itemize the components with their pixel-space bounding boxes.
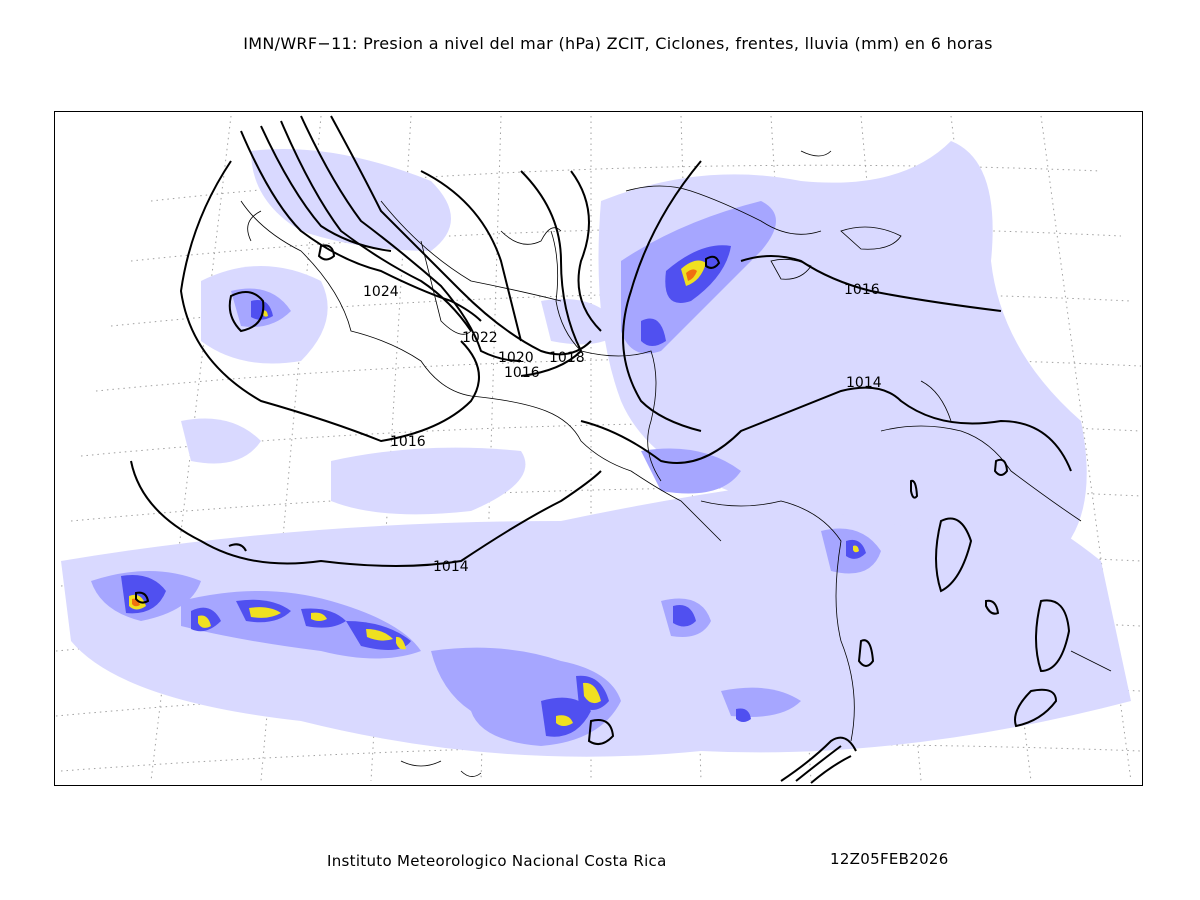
isobar-low-1 xyxy=(935,517,973,593)
isobar-label-1014-east: 1014 xyxy=(846,375,882,391)
map-canvas: 1024 1022 1020 1018 1016 1016 1016 1014 … xyxy=(55,115,1142,784)
isobar-low-10 xyxy=(857,639,875,667)
isobar-1016-a xyxy=(570,170,602,332)
map-title: IMN/WRF−11: Presion a nivel del mar (hPa… xyxy=(243,34,993,53)
rain-light-areas xyxy=(61,141,1131,757)
isobar-1014-small xyxy=(228,543,247,552)
isobar-1024 xyxy=(240,130,482,322)
isobar-1024-inner xyxy=(260,125,392,252)
isobar-low-12 xyxy=(993,458,1009,476)
isobar-low-6 xyxy=(228,291,265,333)
isobar-label-1024: 1024 xyxy=(363,284,399,300)
isobar-label-1016-west: 1016 xyxy=(390,434,426,450)
isobars xyxy=(130,115,1072,784)
isobar-label-1014-south: 1014 xyxy=(433,559,469,575)
coastlines xyxy=(240,150,1112,777)
isobar-1020 xyxy=(300,115,522,362)
isobar-label-1018: 1018 xyxy=(549,350,585,366)
isobar-low-4 xyxy=(985,599,1000,615)
isobar-label-1016-caribbean: 1016 xyxy=(844,282,880,298)
isobar-low-3 xyxy=(1014,688,1058,728)
isobar-1018 xyxy=(330,115,592,356)
isobar-1014-east xyxy=(580,386,1072,472)
isobar-low-5 xyxy=(587,719,615,746)
isobar-low-7 xyxy=(317,244,336,261)
isobar-low-2 xyxy=(1035,599,1071,673)
isobar-labels: 1024 1022 1020 1018 1016 1016 1016 1014 … xyxy=(363,282,882,575)
isobar-low-11 xyxy=(910,479,919,499)
isobar-1016-west xyxy=(179,160,480,443)
isobar-low-8 xyxy=(135,591,150,604)
isobar-label-1020: 1020 xyxy=(498,350,534,366)
isobar-south-lows xyxy=(780,736,857,784)
rain-extreme-areas xyxy=(129,260,859,726)
isobar-1016-b xyxy=(740,255,1002,312)
isobar-label-1022: 1022 xyxy=(462,330,498,346)
institution-label: Instituto Meteorologico Nacional Costa R… xyxy=(327,852,667,870)
isobar-1016-north xyxy=(420,170,522,342)
isobar-1022 xyxy=(280,120,472,332)
isobar-1014-south xyxy=(130,460,602,567)
rain-heavy-areas xyxy=(121,245,866,737)
forecast-datetime: 12Z05FEB2026 xyxy=(830,850,949,868)
weather-map: 1024 1022 1020 1018 1016 1016 1016 1014 … xyxy=(54,111,1143,786)
isobar-1016-caribbean xyxy=(622,160,702,432)
isobar-1016-gulf xyxy=(520,170,583,377)
isobar-low-9 xyxy=(705,255,721,269)
isobar-label-1016-gulf: 1016 xyxy=(504,365,540,381)
